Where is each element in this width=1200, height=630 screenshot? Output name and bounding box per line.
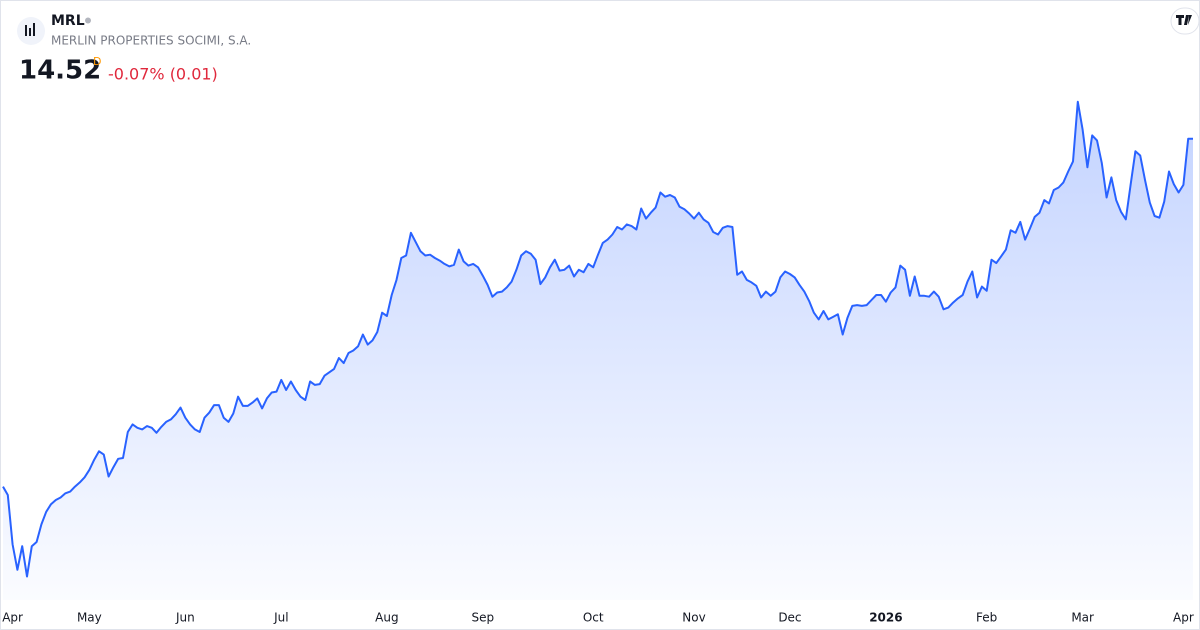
x-tick-label: Apr [2,611,23,625]
status-dot [85,17,91,24]
x-tick-label: Sep [472,611,495,625]
x-tick-label: Dec [778,611,801,625]
x-tick-label: Jun [175,611,195,625]
company-name: MERLIN PROPERTIES SOCIMI, S.A. [51,34,251,48]
x-tick-label: Aug [375,611,398,625]
price-flag: D [93,55,101,68]
x-tick-label: 2026 [869,611,902,625]
area [3,101,1193,601]
x-tick-label: Apr [1173,611,1194,625]
logo-icon [25,23,35,36]
x-tick-label: Nov [682,611,705,625]
plot [2,100,1193,601]
x-tick-label: May [77,611,102,625]
price: 14.52 [19,56,101,86]
x-tick-label: Oct [583,611,604,625]
x-tick-label: Mar [1071,611,1094,625]
price-line [2,100,1193,578]
x-tick-label: Feb [976,611,997,625]
x-tick-label: Jul [273,611,288,625]
symbol: MRL [51,13,85,29]
price-change: -0.07% (0.01) [108,65,218,84]
tv-logo [1176,15,1192,25]
